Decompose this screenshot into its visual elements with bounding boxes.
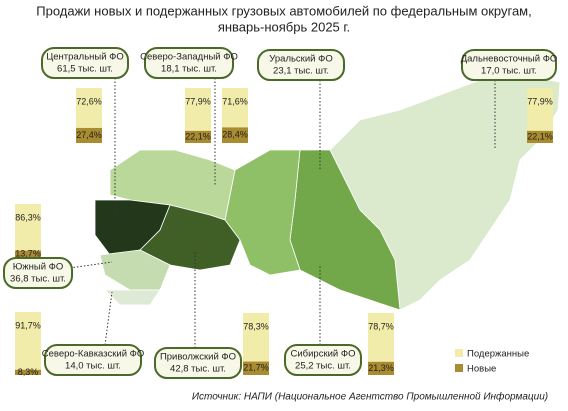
region-ural xyxy=(224,149,301,276)
leader-line xyxy=(104,291,113,346)
title-line: январь-ноябрь 2025 г. xyxy=(218,19,350,34)
new-label: 21,7% xyxy=(243,363,269,373)
region-north-caucasus xyxy=(104,289,161,306)
district-box xyxy=(44,344,142,376)
used-bar xyxy=(15,204,41,251)
used-bar xyxy=(15,312,41,370)
region-volga xyxy=(139,204,241,271)
district-box xyxy=(41,47,129,79)
new-bar xyxy=(15,250,41,258)
new-label: 13,7% xyxy=(15,249,41,259)
legend-label: Новые xyxy=(467,364,496,375)
district-box xyxy=(3,257,73,289)
used-label: 77,9% xyxy=(527,96,553,106)
new-bar xyxy=(243,361,269,375)
district-volume: 25,2 тыс. шт. xyxy=(295,361,351,372)
district-name: Уральский ФО xyxy=(269,54,332,65)
legend-swatch xyxy=(455,349,463,357)
used-label: 91,7% xyxy=(15,320,41,330)
used-bar xyxy=(185,88,211,131)
district-name: Северо-Западный ФО xyxy=(140,52,238,63)
district-box xyxy=(144,47,234,79)
new-bar xyxy=(76,127,102,143)
used-bar xyxy=(76,88,102,128)
new-bar xyxy=(185,130,211,143)
legend-label: Подержанные xyxy=(467,349,529,360)
used-label: 78,3% xyxy=(243,321,269,331)
used-label: 71,6% xyxy=(222,96,248,106)
district-box xyxy=(154,347,242,379)
district-name: Сибирский ФО xyxy=(291,349,356,360)
district-volume: 36,8 тыс. шт. xyxy=(10,274,66,285)
district-volume: 42,8 тыс. шт. xyxy=(170,364,226,375)
new-bar xyxy=(15,369,41,375)
district-box xyxy=(257,49,345,81)
new-label: 22,1% xyxy=(527,131,553,141)
used-label: 86,3% xyxy=(15,212,41,222)
district-volume: 23,1 тыс. шт. xyxy=(273,66,329,77)
district-name: Дальневосточный ФО xyxy=(461,54,558,65)
source: Источник: НАПИ (Национальное Агентство П… xyxy=(192,391,548,403)
new-label: 28,4% xyxy=(222,130,248,140)
map xyxy=(94,74,561,311)
leader-line xyxy=(69,261,113,269)
used-bar xyxy=(368,313,394,362)
used-label: 77,9% xyxy=(185,96,211,106)
new-label: 8,3% xyxy=(18,367,39,377)
legend-swatch xyxy=(455,364,463,372)
used-bar xyxy=(222,88,248,128)
district-box xyxy=(461,49,557,81)
district-volume: 17,0 тыс. шт. xyxy=(481,66,537,77)
district-volume: 18,1 тыс. шт. xyxy=(161,64,217,75)
district-volume: 61,5 тыс. шт. xyxy=(57,64,113,75)
district-name: Центральный ФО xyxy=(46,52,124,63)
district-volume: 14,0 тыс. шт. xyxy=(65,361,121,372)
new-bar xyxy=(222,127,248,143)
new-label: 27,4% xyxy=(76,130,102,140)
used-label: 78,7% xyxy=(368,321,394,331)
title-line: Продажи новых и подержанных грузовых авт… xyxy=(36,3,531,18)
district-name: Северо-Кавказский ФО xyxy=(42,349,145,360)
used-bar xyxy=(527,88,553,131)
used-bar xyxy=(243,313,269,362)
used-label: 72,6% xyxy=(76,96,102,106)
district-name: Южный ФО xyxy=(13,262,64,273)
district-box xyxy=(284,344,362,376)
new-bar xyxy=(368,361,394,375)
new-label: 21,3% xyxy=(368,363,394,373)
new-label: 22,1% xyxy=(185,131,211,141)
leaders xyxy=(69,78,496,348)
district-name: Приволжский ФО xyxy=(160,352,236,363)
new-bar xyxy=(527,130,553,143)
